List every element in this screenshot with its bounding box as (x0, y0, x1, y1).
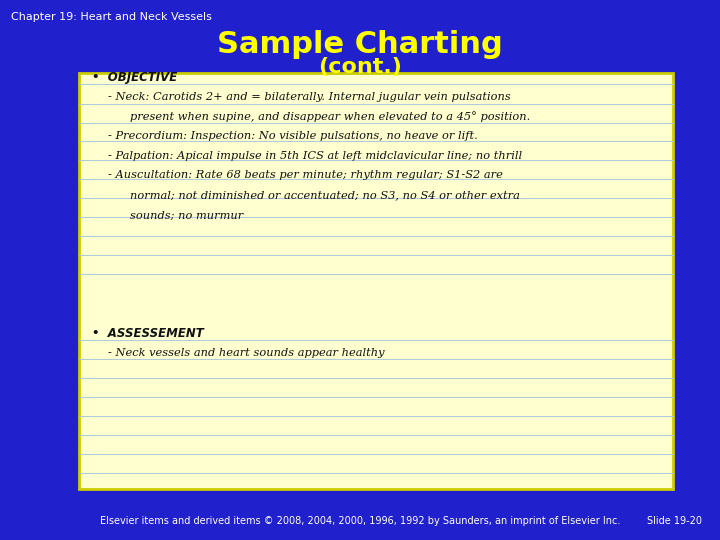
Text: - Palpation: Apical impulse in 5th ICS at left midclavicular line; no thrill: - Palpation: Apical impulse in 5th ICS a… (108, 151, 522, 160)
Text: - Neck vessels and heart sounds appear healthy: - Neck vessels and heart sounds appear h… (108, 348, 384, 358)
Text: Chapter 19: Heart and Neck Vessels: Chapter 19: Heart and Neck Vessels (11, 12, 212, 22)
Text: Slide 19-20: Slide 19-20 (647, 516, 702, 526)
Text: present when supine, and disappear when elevated to a 45° position.: present when supine, and disappear when … (130, 111, 530, 122)
Text: •  OBJECTIVE: • OBJECTIVE (92, 71, 177, 84)
Text: Elsevier items and derived items © 2008, 2004, 2000, 1996, 1992 by Saunders, an : Elsevier items and derived items © 2008,… (100, 516, 620, 526)
Text: sounds; no murmur: sounds; no murmur (130, 211, 243, 221)
Text: Sample Charting: Sample Charting (217, 30, 503, 59)
FancyBboxPatch shape (79, 73, 673, 489)
Text: - Neck: Carotids 2+ and = bilaterally. Internal jugular vein pulsations: - Neck: Carotids 2+ and = bilaterally. I… (108, 92, 510, 102)
Text: normal; not diminished or accentuated; no S3, no S4 or other extra: normal; not diminished or accentuated; n… (130, 191, 519, 200)
Text: (cont.): (cont.) (318, 57, 402, 77)
Text: - Auscultation: Rate 68 beats per minute; rhythm regular; S1-S2 are: - Auscultation: Rate 68 beats per minute… (108, 171, 503, 180)
Text: - Precordium: Inspection: No visible pulsations, no heave or lift.: - Precordium: Inspection: No visible pul… (108, 131, 478, 141)
Text: •  ASSESSEMENT: • ASSESSEMENT (92, 327, 204, 340)
